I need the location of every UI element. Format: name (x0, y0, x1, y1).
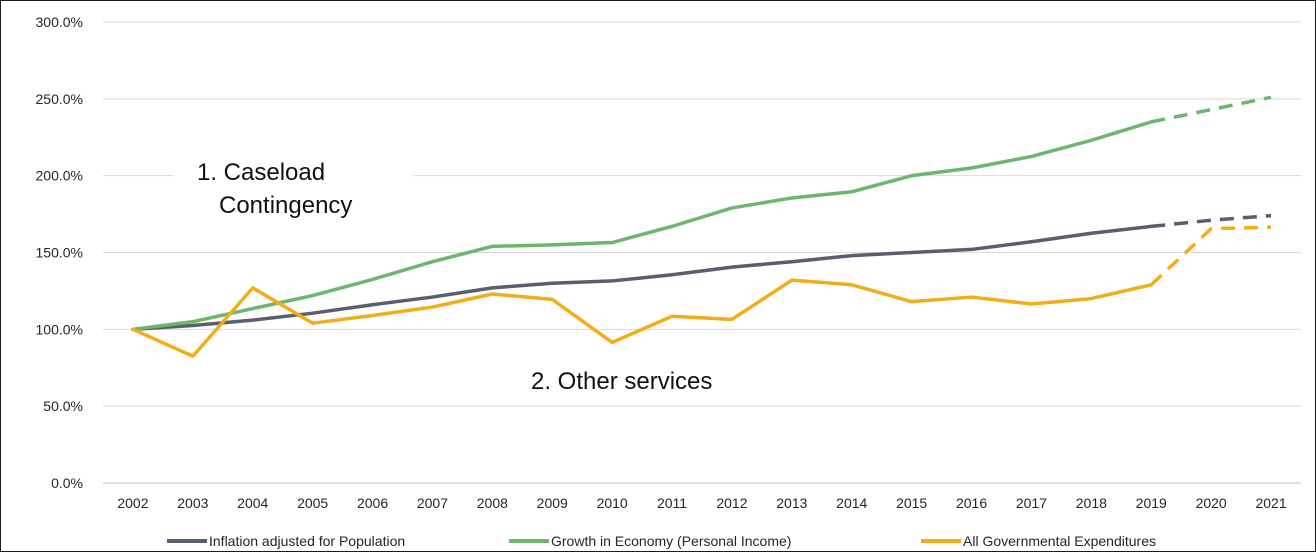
x-tick-label: 2018 (1076, 495, 1107, 511)
series-line (131, 224, 1153, 332)
series-projection-line (1151, 213, 1272, 229)
x-tick-label: 2021 (1255, 495, 1286, 511)
y-tick-label: 0.0% (51, 475, 83, 491)
x-tick-label: 2002 (117, 495, 148, 511)
y-tick-label: 300.0% (36, 14, 83, 30)
x-tick-label: 2012 (716, 495, 747, 511)
x-tick-label: 2007 (417, 495, 448, 511)
series-line (131, 120, 1153, 332)
caseload-annotation-bg (173, 149, 413, 219)
y-tick-label: 100.0% (36, 321, 83, 337)
x-tick-label: 2020 (1196, 495, 1227, 511)
annotation-caseload-line1: 1. Caseload (197, 159, 325, 186)
annotation-caseload-line2: Contingency (219, 192, 352, 219)
legend-label: Growth in Economy (Personal Income) (551, 533, 791, 549)
annotation-other-services: 2. Other services (531, 368, 712, 395)
x-tick-label: 2013 (776, 495, 807, 511)
y-tick-label: 250.0% (36, 91, 83, 107)
x-tick-label: 2006 (357, 495, 388, 511)
series-projection-line (1150, 95, 1272, 124)
y-tick-label: 50.0% (43, 398, 83, 414)
x-tick-label: 2017 (1016, 495, 1047, 511)
legend-label: All Governmental Expenditures (963, 533, 1156, 549)
x-tick-label: 2003 (177, 495, 208, 511)
y-axis-ticks: 0.0% 50.0% 100.0% 150.0% 200.0% 250.0% 300.0% (36, 14, 83, 491)
series-lines (131, 95, 1272, 358)
x-tick-label: 2005 (297, 495, 328, 511)
y-tick-label: 150.0% (36, 245, 83, 261)
legend: Inflation adjusted for Population Growth … (167, 533, 1156, 549)
x-tick-label: 2019 (1136, 495, 1167, 511)
x-tick-label: 2015 (896, 495, 927, 511)
x-tick-label: 2011 (657, 495, 687, 511)
x-tick-label: 2009 (537, 495, 568, 511)
series-line (131, 278, 1153, 358)
series-projection-line (1150, 225, 1272, 287)
gridlines (103, 21, 1301, 484)
x-tick-label: 2004 (237, 495, 268, 511)
x-tick-label: 2008 (477, 495, 508, 511)
x-axis-ticks: 2002 2003 2004 2005 2006 2007 2008 2009 2010 2011… (117, 495, 1286, 511)
legend-label: Inflation adjusted for Population (209, 533, 405, 549)
x-tick-label: 2016 (956, 495, 987, 511)
x-tick-label: 2014 (836, 495, 867, 511)
x-tick-label: 2010 (597, 495, 628, 511)
y-tick-label: 200.0% (36, 168, 83, 184)
